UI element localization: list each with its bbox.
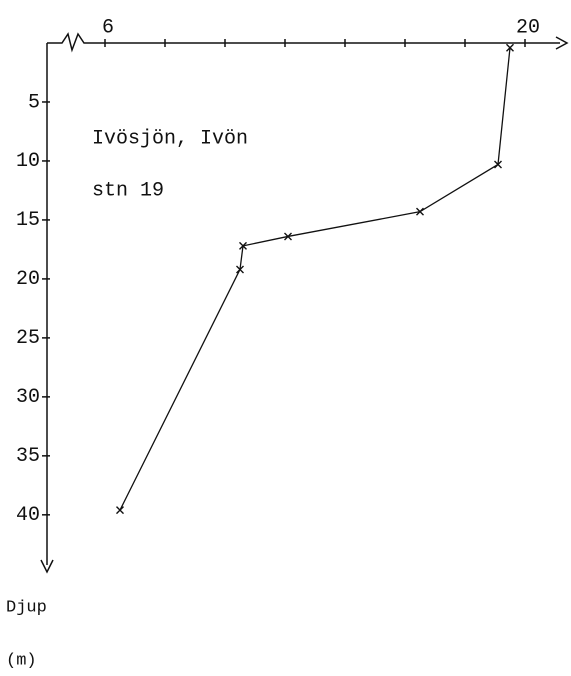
x-axis-arrow bbox=[555, 36, 569, 50]
profile-line bbox=[119, 47, 511, 511]
point-marker bbox=[116, 506, 124, 515]
y-tick-label: 10 bbox=[16, 150, 40, 173]
y-tick-label: 35 bbox=[16, 445, 40, 468]
annotation: stn 19 bbox=[92, 179, 164, 202]
annotation: Ivösjön, Ivön bbox=[92, 127, 248, 150]
point-marker bbox=[284, 232, 292, 241]
point-marker bbox=[494, 160, 502, 169]
x-axis bbox=[47, 32, 560, 53]
y-tick-label: 30 bbox=[16, 386, 40, 409]
y-axis-label: Djup bbox=[6, 598, 47, 617]
y-tick-label: 20 bbox=[16, 268, 40, 291]
point-marker bbox=[416, 207, 424, 216]
y-tick-label: 40 bbox=[16, 504, 40, 527]
x-tick-label: 20 bbox=[516, 16, 540, 39]
y-tick-label: 15 bbox=[16, 209, 40, 232]
x-tick-label: 6 bbox=[102, 16, 114, 39]
point-marker bbox=[236, 265, 244, 274]
y-tick-label: 25 bbox=[16, 327, 40, 350]
y-tick-label: 5 bbox=[28, 91, 40, 114]
y-axis-arrow bbox=[40, 559, 54, 574]
y-axis-label: (m) bbox=[6, 651, 37, 670]
point-marker bbox=[506, 43, 514, 52]
point-marker bbox=[239, 241, 247, 250]
